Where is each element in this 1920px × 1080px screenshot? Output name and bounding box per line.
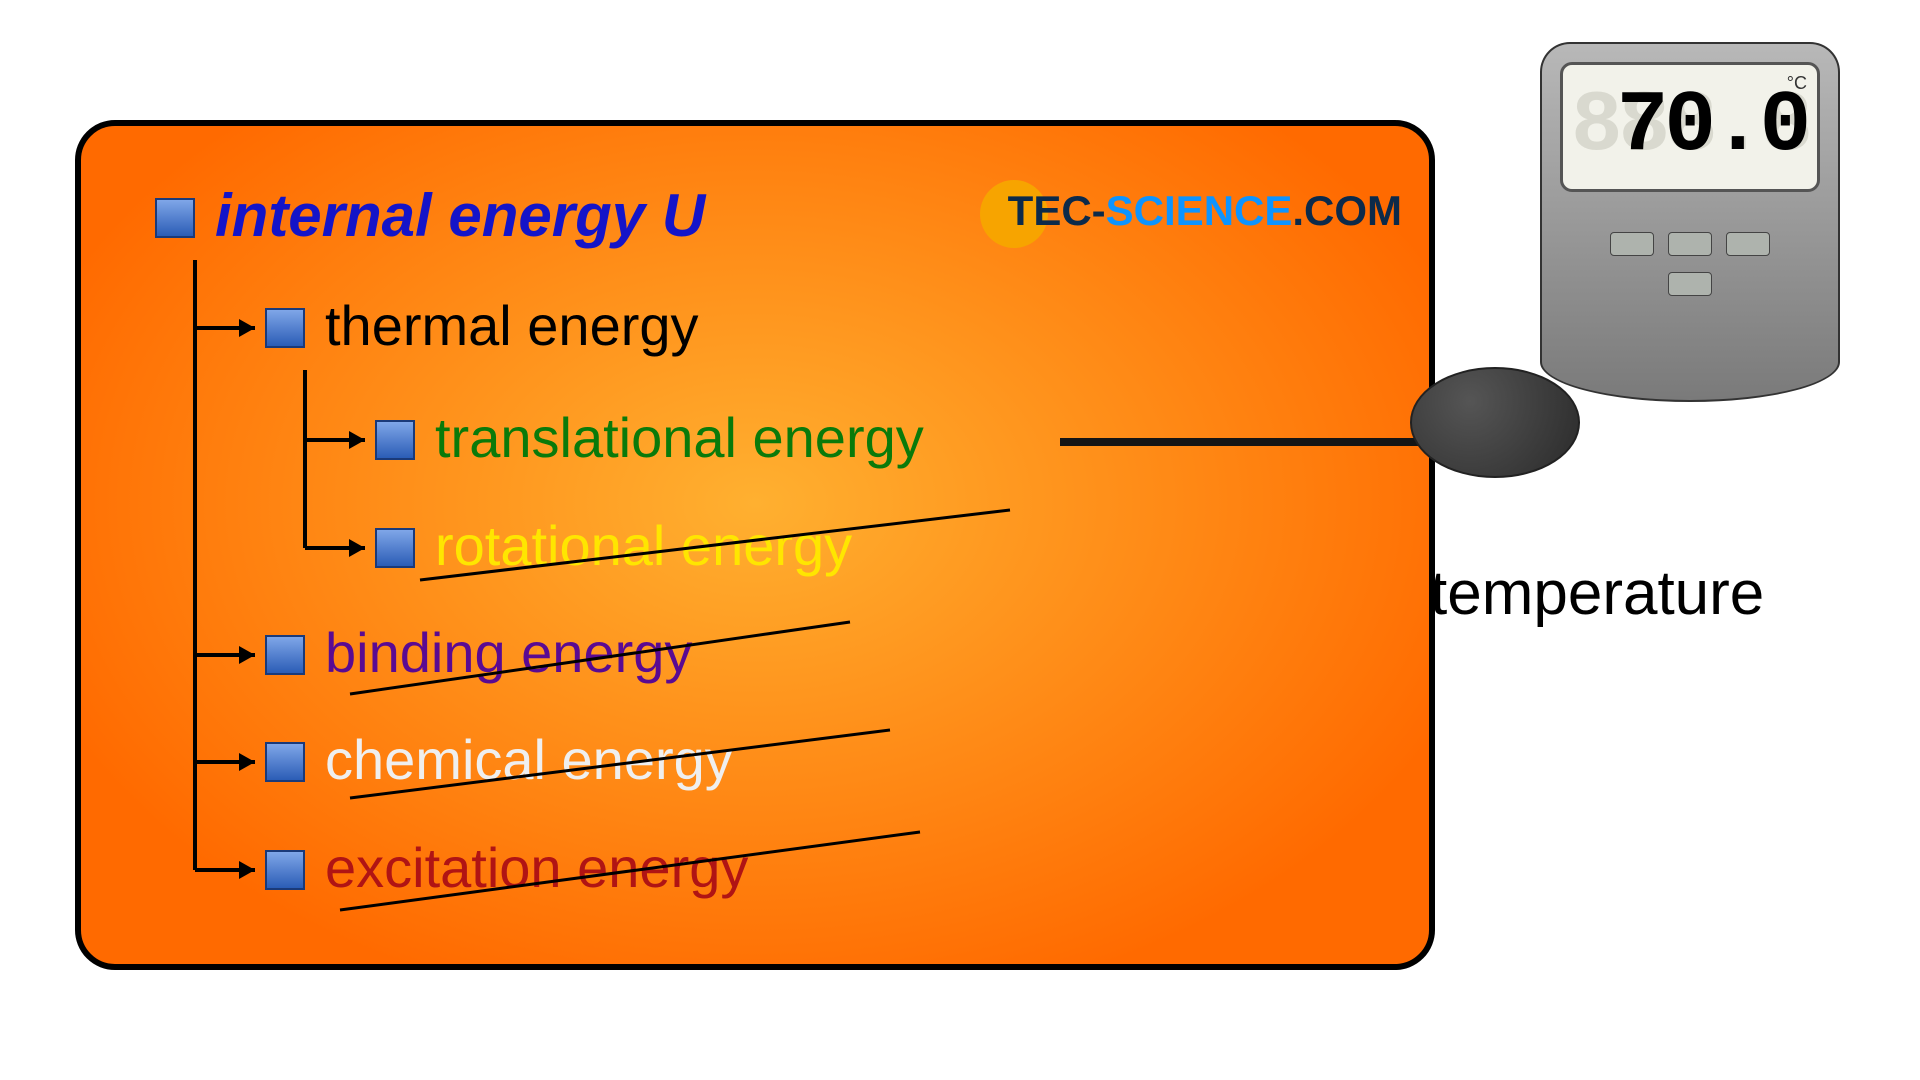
thermometer-digits: 70.0: [1563, 77, 1817, 175]
tree-label-rotational: rotational energy: [435, 513, 852, 578]
thermometer-button: [1668, 272, 1712, 296]
tree-label-translational: translational energy: [435, 405, 924, 470]
diagram-root: { "canvas": { "w": 1920, "h": 1080, "bg"…: [0, 0, 1920, 1080]
tree-label-excitation: excitation energy: [325, 835, 748, 900]
tree-root-italic: U: [662, 182, 705, 249]
bullet-binding: [265, 635, 305, 675]
thermometer-unit: °C: [1787, 73, 1807, 94]
thermometer-screen: 888.8 70.0 °C: [1560, 62, 1820, 192]
bullet-thermal: [265, 308, 305, 348]
logo-dash: -: [1092, 187, 1106, 234]
thermometer: 888.8 70.0 °C: [1540, 42, 1840, 402]
tec-science-logo: TEC-SCIENCE.COM: [980, 180, 1402, 248]
logo-seg2: SCIENCE: [1106, 187, 1293, 234]
bullet-rotational: [375, 528, 415, 568]
thermometer-button: [1726, 232, 1770, 256]
thermometer-button: [1668, 232, 1712, 256]
tree-root-text: internal energy: [215, 182, 662, 249]
tree-label-thermal: thermal energy: [325, 293, 699, 358]
tree-root-label: internal energy U: [215, 181, 705, 250]
bullet-translational: [375, 420, 415, 460]
temperature-label: temperature: [1430, 558, 1764, 629]
bullet-excitation: [265, 850, 305, 890]
thermometer-button: [1610, 232, 1654, 256]
bullet-root: [155, 198, 195, 238]
logo-seg1: TEC: [1008, 187, 1092, 234]
tree-label-binding: binding energy: [325, 620, 692, 685]
tree-label-chemical: chemical energy: [325, 727, 733, 792]
bullet-chemical: [265, 742, 305, 782]
logo-seg3: .COM: [1292, 187, 1402, 234]
